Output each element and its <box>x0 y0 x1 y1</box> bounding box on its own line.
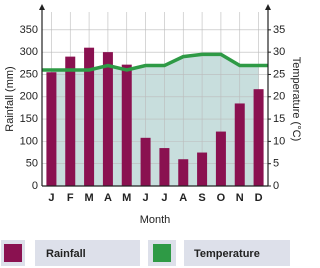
y2-tick-label: 35 <box>273 24 285 36</box>
x-tick-label: N <box>236 192 244 204</box>
bar <box>46 72 57 186</box>
chart: Rainfall (mm) Temperature (°C) Month 050… <box>1 4 302 266</box>
x-axis-label: Month <box>140 214 171 226</box>
x-tick-label: J <box>143 192 149 204</box>
x-tick-label: A <box>179 192 187 204</box>
temperature-area <box>51 54 259 187</box>
x-tick-label: J <box>161 192 167 204</box>
y-tick-label: 100 <box>20 135 38 147</box>
x-tick-label: M <box>84 192 93 204</box>
legend-label: Rainfall <box>46 248 86 260</box>
bar <box>65 56 76 186</box>
bar <box>140 137 151 186</box>
bar <box>197 152 208 186</box>
y2-tick-label: 20 <box>273 91 285 103</box>
axis-arrow <box>265 4 271 10</box>
x-tick-label: F <box>67 192 74 204</box>
x-tick-label: O <box>217 192 226 204</box>
y-tick-label: 50 <box>26 158 38 170</box>
y-tick-label: 0 <box>32 180 38 192</box>
y-axis-label: Rainfall (mm) <box>4 66 16 131</box>
axis-arrow <box>39 4 45 10</box>
x-tick-label: S <box>198 192 205 204</box>
bar <box>121 64 132 186</box>
x-tick-label: M <box>122 192 131 204</box>
bar <box>178 159 189 186</box>
legend-label: Temperature <box>194 248 260 260</box>
bar <box>234 103 245 186</box>
y-tick-label: 350 <box>20 24 38 36</box>
bar <box>84 47 95 186</box>
y2-axis-label: Temperature (°C) <box>290 57 302 141</box>
bar <box>159 148 170 186</box>
legend-swatch <box>153 244 171 262</box>
y-tick-label: 300 <box>20 46 38 58</box>
y-tick-label: 200 <box>20 91 38 103</box>
x-tick-label: A <box>104 192 112 204</box>
x-tick-label: J <box>48 192 54 204</box>
bar <box>253 89 264 186</box>
y2-tick-label: 0 <box>273 180 279 192</box>
legend-label-box <box>184 240 290 266</box>
y2-tick-label: 5 <box>273 158 279 170</box>
temperature-line <box>42 52 268 72</box>
bar <box>102 52 113 187</box>
y2-tick-label: 10 <box>273 135 285 147</box>
bar <box>215 131 226 186</box>
y-tick-label: 250 <box>20 68 38 80</box>
legend-swatch <box>4 244 22 262</box>
y-tick-label: 150 <box>20 113 38 125</box>
y2-tick-label: 25 <box>273 68 285 80</box>
x-tick-label: D <box>255 192 263 204</box>
y2-tick-label: 15 <box>273 113 285 125</box>
legend-label-box <box>35 240 140 266</box>
y2-tick-label: 30 <box>273 46 285 58</box>
